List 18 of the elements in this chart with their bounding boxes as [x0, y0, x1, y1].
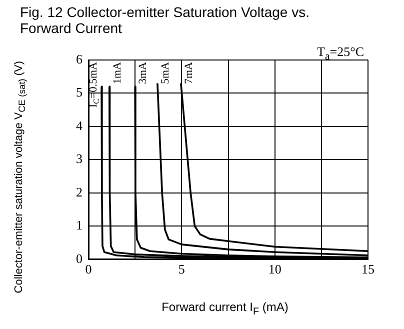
- x-tick-label: 15: [362, 262, 374, 277]
- text: 5mA: [159, 62, 172, 84]
- y-tick-label: 2: [76, 184, 82, 200]
- text: 1mA: [111, 62, 124, 84]
- y-tick-label: 0: [76, 250, 82, 266]
- chart-title: Fig. 12 Collector-emitter Saturation Voltage vs. Forward Current: [20, 4, 310, 36]
- x-tick-label: 5: [178, 262, 185, 277]
- y-tick-label: 6: [76, 51, 83, 66]
- y-tick-label: 3: [76, 151, 82, 166]
- y-tick-label: 4: [76, 118, 83, 133]
- x-axis-title: Forward current I$_{F}$ (mA): [160, 300, 290, 318]
- y-tick-label: 1: [76, 218, 82, 233]
- x-tick-label: 10: [268, 262, 282, 277]
- text: IC=0.5mA: [87, 62, 102, 108]
- annotation: T$_{a}$=25°C: [317, 44, 364, 63]
- text: 3mA: [136, 62, 149, 84]
- y-tick-label: 5: [76, 84, 82, 100]
- text: 7mA: [182, 62, 195, 84]
